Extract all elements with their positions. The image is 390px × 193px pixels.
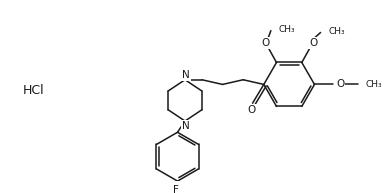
Text: CH₃: CH₃	[278, 25, 295, 34]
Text: O: O	[248, 105, 256, 115]
Text: HCl: HCl	[23, 84, 45, 96]
Text: O: O	[309, 38, 317, 48]
Text: CH₃: CH₃	[328, 27, 345, 36]
Text: N: N	[182, 121, 190, 131]
Text: O: O	[336, 80, 344, 89]
Text: O: O	[261, 38, 269, 48]
Text: N: N	[182, 70, 190, 80]
Text: F: F	[173, 185, 179, 193]
Text: CH₃: CH₃	[365, 80, 382, 89]
